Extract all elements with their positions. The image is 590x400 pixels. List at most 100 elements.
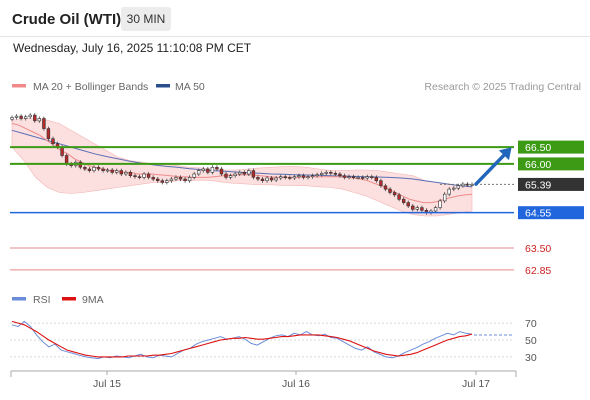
candle [10,117,14,120]
candle [256,177,260,180]
candle [397,194,401,200]
candle [456,185,460,189]
candle [370,176,374,178]
candle [210,167,215,173]
credit-text: Research © 2025 Trading Central [424,81,581,93]
candle [37,118,42,122]
candle [96,167,101,170]
candle [14,115,19,118]
interval-button[interactable]: 30 MIN [121,7,171,31]
candle [128,172,133,177]
instrument-title: Crude Oil (WTI) [12,11,122,28]
candle [133,175,137,177]
candle [269,177,274,181]
x-tick-label-jul17: Jul 17 [462,378,490,390]
candle [206,168,210,173]
candle [310,175,315,177]
candle [288,177,292,179]
candle [46,128,51,140]
ma20-legend-label: MA 20 + Bollinger Bands [33,81,148,93]
candle [42,118,46,129]
candle [329,172,333,174]
candle [105,169,110,172]
candle [392,192,397,196]
price-levels [10,146,514,271]
candle [28,114,32,118]
candle [146,173,151,178]
candle [297,175,301,177]
candle [420,207,424,211]
candle [260,178,265,182]
rsi-ma-legend-label: 9MA [82,294,104,306]
candle [197,170,201,175]
candle [438,200,442,208]
candle [64,155,69,165]
candle [33,114,37,122]
rsi-tick-label-30: 30 [525,352,537,364]
rsi-ma-legend-swatch [62,297,76,301]
candle [242,172,246,175]
candle [351,176,356,178]
candle [333,173,338,175]
timestamp: Wednesday, July 16, 2025 11:10:08 PM CET [13,41,252,55]
level-tag-65.39: 65.39 [525,179,551,191]
candle [461,183,465,187]
candle [315,174,319,176]
ma50-legend-label: MA 50 [175,81,205,93]
candle [452,187,456,190]
rsi-ma-line [11,320,473,358]
candle [324,172,328,174]
level-tag-66.00: 66.00 [525,159,551,171]
forecast-arrow-shaft [474,151,508,186]
header-bar: Crude Oil (WTI) 30 MIN [0,0,590,37]
x-tick-label-jul16: Jul 16 [282,378,310,390]
candle [165,180,169,183]
level-tag-66.50: 66.50 [525,142,551,154]
candle [292,176,297,179]
candle [160,180,164,183]
rsi-tick-label-50: 50 [525,335,537,347]
candle [119,170,124,175]
candle [415,207,419,210]
candle [319,173,324,175]
candle [447,188,451,195]
candle [401,198,406,203]
candle [101,168,105,172]
rsi-legend-label: RSI [33,294,51,306]
candle [92,167,96,172]
candle [169,178,174,182]
candle [247,170,251,175]
candle [178,177,183,180]
candle [338,173,342,177]
ma20-legend-swatch [12,84,26,88]
level-tag-bg-65.39 [518,177,584,191]
level-tag-bg-66.50 [518,140,584,154]
candle [174,177,178,180]
candle [365,176,369,179]
candle [19,115,23,119]
candle [110,169,114,173]
candle [388,188,392,193]
candle [406,202,410,207]
candle [60,146,64,156]
candle [137,176,142,178]
candle [347,176,351,178]
candle [142,173,146,178]
candle [411,205,415,210]
candle [233,173,237,177]
candle [374,177,378,182]
level-tag-63.50: 63.50 [525,243,551,255]
candle [274,177,278,181]
candle [442,193,447,202]
level-tag-64.55: 64.55 [525,208,551,220]
ma50-line [11,129,473,188]
candle [187,177,192,182]
candle [215,167,219,170]
candle [23,116,28,119]
level-tag-bg-66.00 [518,157,584,171]
candle [238,172,242,175]
candle [379,180,383,186]
candle [151,177,155,180]
